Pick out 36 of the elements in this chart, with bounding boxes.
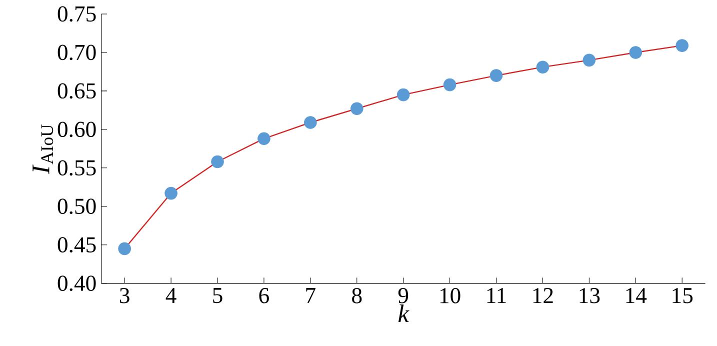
y-tick-label: 0.55 [58, 160, 96, 176]
x-tick-label: 8 [352, 288, 362, 304]
point [443, 78, 456, 92]
x-tick-label: 12 [533, 288, 553, 304]
y-tick-label: 0.65 [58, 83, 96, 99]
point [676, 39, 688, 52]
y-axis-title: I$_{AIoU}$ [32, 124, 54, 174]
x-tick-label: 6 [259, 288, 269, 304]
x-tick-label: 11 [487, 288, 506, 303]
x-tick-label: 10 [440, 288, 460, 304]
point [629, 46, 642, 59]
y-tick-label: 0.60 [58, 122, 96, 138]
x-tick-label: 15 [672, 288, 693, 304]
point [211, 155, 224, 168]
y-tick-label: 0.45 [58, 237, 96, 253]
x-axis-title: k [398, 304, 410, 322]
x-tick-label: 5 [213, 288, 222, 304]
y-tick-label: 0.40 [58, 276, 96, 292]
point [582, 54, 596, 67]
point [304, 116, 317, 129]
point [258, 132, 270, 146]
x-tick-label: 14 [626, 288, 647, 303]
y-tick-label: 0.50 [58, 198, 96, 214]
x-tick-label: 13 [580, 288, 600, 304]
point [396, 88, 410, 102]
y-tick-label: 0.75 [58, 6, 96, 22]
point [536, 60, 550, 74]
point [490, 69, 503, 82]
point [350, 102, 364, 116]
x-tick-label: 9 [398, 288, 408, 304]
y-tick-label: 0.70 [58, 44, 96, 60]
point [164, 186, 178, 200]
x-tick-label: 4 [166, 288, 176, 303]
x-tick-label: 3 [120, 288, 130, 304]
point [118, 242, 131, 256]
x-tick-label: 7 [306, 288, 316, 303]
